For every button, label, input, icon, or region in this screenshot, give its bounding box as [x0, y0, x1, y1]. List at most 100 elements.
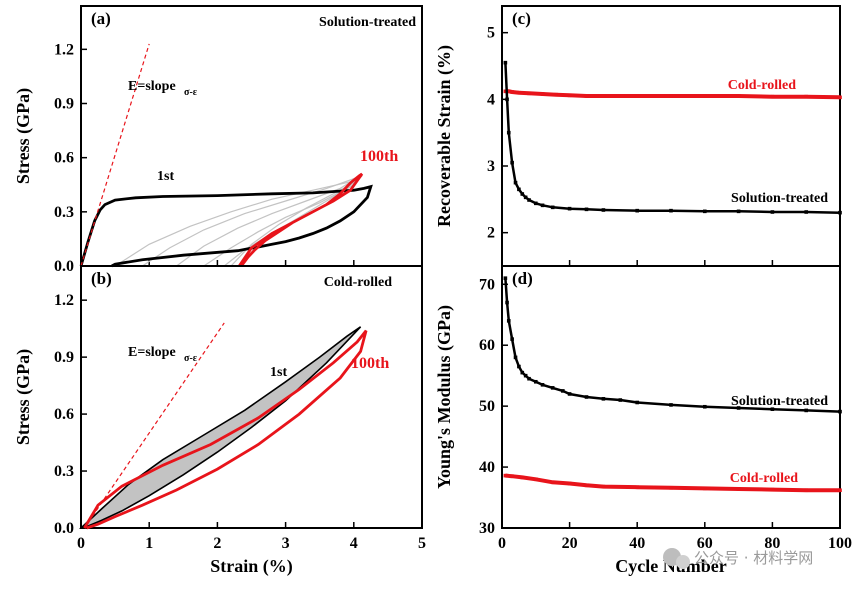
plot-frame-2 [501, 5, 841, 267]
data-point [601, 94, 606, 98]
y-tick-label: 0.3 [54, 463, 74, 480]
y-tick-label: 1.2 [54, 292, 74, 309]
y-tick-label: 0.9 [54, 96, 74, 113]
data-point [517, 187, 521, 192]
x-tick-label: 0 [498, 535, 506, 552]
hundredth-cycle-label: 100th [351, 355, 389, 372]
y-axis-label: Stress (GPa) [13, 349, 34, 445]
data-point [550, 386, 555, 390]
slope-dashed-line [83, 322, 225, 529]
data-point [523, 195, 528, 200]
data-point [527, 198, 531, 202]
data-point [567, 392, 572, 396]
y-axis-label: Young's Modulus (GPa) [434, 305, 455, 489]
slope-subscript: σ-ε [184, 87, 198, 98]
data-point [503, 60, 508, 65]
data-point [601, 397, 606, 401]
data-point [517, 364, 521, 369]
y-tick-label: 0.3 [54, 204, 74, 221]
series-label-solution-treated: Solution-treated [731, 394, 828, 409]
data-point [669, 403, 673, 407]
data-point [550, 480, 555, 485]
slope-subscript: σ-ε [184, 353, 198, 364]
data-point [567, 481, 572, 486]
y-tick-label: 4 [487, 91, 495, 108]
plot-frame-3 [501, 265, 841, 529]
condition-label: Solution-treated [319, 15, 416, 30]
data-point [584, 207, 589, 212]
data-point [503, 473, 508, 478]
slope-label: E=slope [128, 345, 176, 360]
data-point [635, 485, 639, 489]
data-point [506, 130, 511, 135]
x-tick-label: 80 [764, 535, 780, 552]
data-point [520, 370, 525, 375]
data-point [618, 398, 623, 402]
panel-label: (d) [512, 269, 533, 288]
data-point [554, 92, 558, 97]
plot-frame-1 [80, 265, 423, 529]
y-tick-label: 1.2 [54, 41, 74, 58]
data-point [513, 180, 518, 185]
slope-dashed-line [80, 43, 150, 267]
x-tick-label: 60 [697, 535, 713, 552]
y-tick-label: 70 [479, 276, 495, 293]
condition-label: Cold-rolled [324, 275, 392, 290]
hundredth-cycle-line [238, 172, 364, 267]
data-point [540, 92, 545, 96]
data-point [506, 319, 511, 323]
y-tick-label: 0.0 [54, 258, 74, 275]
first-cycle-label: 1st [270, 365, 287, 380]
data-point [669, 208, 673, 213]
y-tick-label: 50 [479, 398, 495, 415]
data-point [561, 389, 565, 393]
data-point [520, 475, 525, 480]
plot-frame-0 [80, 5, 423, 267]
data-point [510, 337, 514, 341]
x-tick-label: 20 [562, 535, 578, 552]
data-point [804, 210, 808, 214]
data-point [584, 395, 589, 399]
data-point [510, 160, 514, 165]
x-tick-label: 40 [629, 535, 645, 552]
data-point [736, 487, 741, 491]
data-point [736, 209, 741, 214]
hundredth-cycle-label: 100th [360, 148, 398, 165]
data-point [601, 208, 606, 212]
data-point [838, 95, 842, 100]
data-point [550, 205, 555, 210]
x-tick-label: 2 [213, 535, 221, 552]
x-tick-label: 100 [828, 535, 852, 552]
y-tick-label: 60 [479, 337, 495, 354]
data-point [505, 300, 509, 305]
data-point [584, 483, 589, 488]
data-point [635, 400, 639, 405]
series-label-solution-treated: Solution-treated [731, 191, 828, 206]
data-point [567, 93, 572, 98]
data-point [838, 488, 842, 493]
data-point [770, 210, 775, 214]
data-point [770, 94, 775, 99]
data-point [506, 89, 511, 94]
y-axis-label: Stress (GPa) [13, 88, 34, 184]
y-tick-label: 30 [479, 520, 495, 537]
y-tick-label: 5 [487, 25, 495, 42]
data-point [601, 484, 606, 489]
data-point [736, 94, 741, 98]
data-point [527, 376, 531, 381]
gray-cycle-line [142, 176, 358, 267]
y-axis-label: Recoverable Strain (%) [434, 45, 455, 227]
y-tick-label: 40 [479, 459, 495, 476]
data-point [540, 203, 545, 208]
data-point [523, 373, 528, 378]
series-line [504, 278, 841, 413]
hundredth-cycle-line [83, 329, 368, 530]
data-point [513, 355, 518, 360]
data-point [804, 408, 808, 413]
data-point [635, 94, 639, 98]
gray-cycle-line [176, 175, 361, 267]
data-point [505, 97, 509, 102]
y-tick-label: 0.6 [54, 406, 74, 423]
data-point [669, 94, 673, 98]
